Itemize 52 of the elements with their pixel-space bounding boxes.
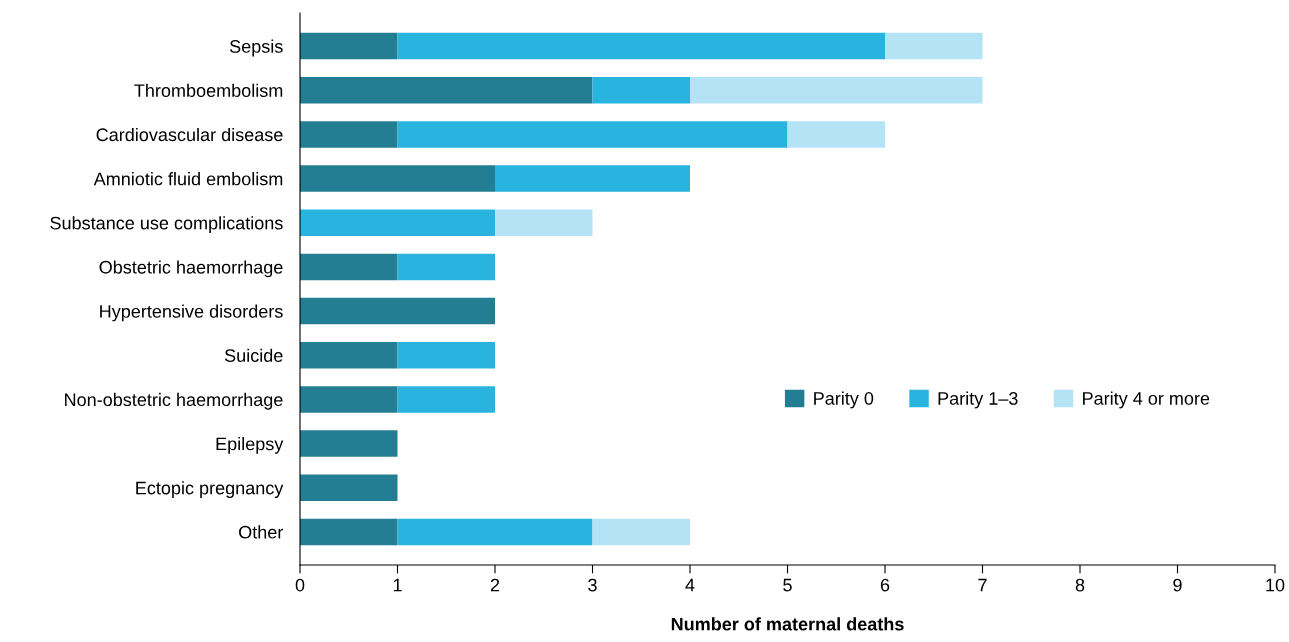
y-tick-label: Sepsis [229,39,283,57]
y-tick-label: Suicide [224,348,283,362]
y-tick-label: Epilepsy [216,437,284,454]
x-tick-label: 9 [1173,578,1182,592]
bar [300,518,398,546]
legend-label: Parity 1–3 [938,391,1018,409]
y-tick-label: Thromboembolism [134,83,283,97]
bar [397,341,495,369]
bar [495,209,593,237]
bar [300,77,593,104]
y-tick-label: Obstetric haemorrhage [99,260,283,278]
bar [300,209,495,237]
x-tick-label: 8 [1075,578,1085,592]
bar [300,121,398,148]
x-tick-label: 5 [783,578,792,592]
x-tick-label: 6 [880,578,890,592]
y-tick-label: Substance use complications [50,216,283,234]
bar [300,386,398,413]
bar [300,430,398,457]
bar [397,386,495,413]
bar [300,297,495,325]
bar [397,518,593,546]
x-tick-label: 10 [1266,578,1285,592]
x-tick-label: 7 [978,578,987,592]
x-tick-label: 3 [588,578,597,592]
bar [592,77,690,104]
x-tick-label: 0 [295,578,305,592]
bar [397,32,885,60]
bar [885,32,983,60]
bar [397,253,495,281]
bar [300,341,398,369]
x-tick-label: 1 [393,578,402,592]
y-tick-label: Ectopic pregnancy [136,481,284,499]
bar [690,77,983,104]
x-axis-title: Number of maternal deaths [671,617,904,631]
bar [495,165,690,192]
bar [300,253,398,281]
legend-label: Parity 4 or more [1083,391,1210,409]
bar [300,32,398,60]
bar [592,518,690,546]
x-tick-label: 4 [685,578,695,592]
y-tick-label: Hypertensive disorders [100,304,283,322]
x-tick-label: 2 [490,578,500,592]
bar [300,165,495,192]
legend-label: Parity 0 [814,391,874,409]
bar [300,474,398,501]
bar [397,121,788,148]
bar [787,121,885,148]
y-tick-label: Amniotic fluid embolism [93,172,283,186]
y-tick-label: Cardiovascular disease [96,127,283,142]
y-tick-label: Other [239,525,284,539]
y-tick-label: Non-obstetric haemorrhage [65,392,283,410]
